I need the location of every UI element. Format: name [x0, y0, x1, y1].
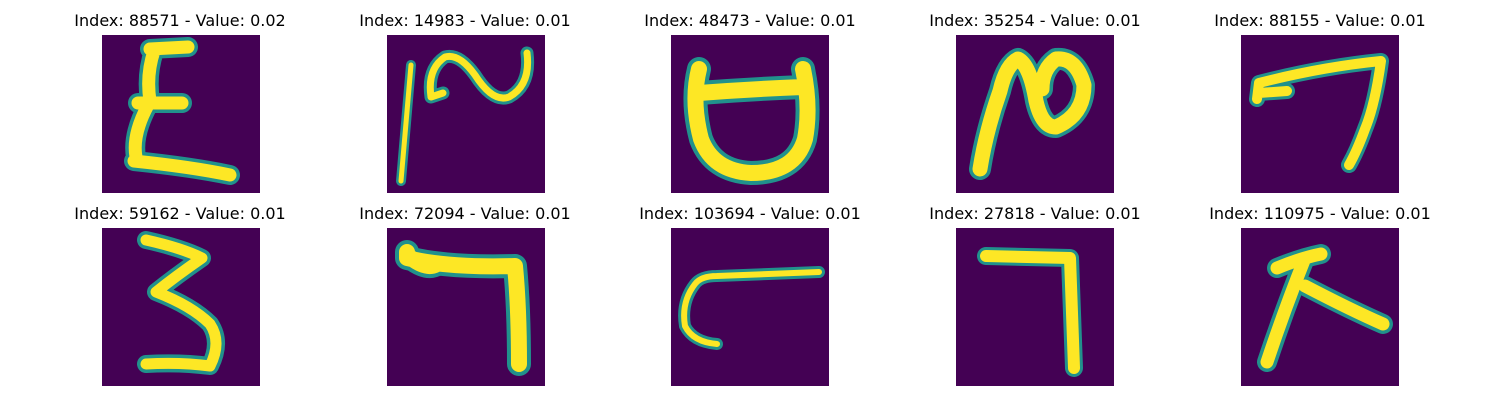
panel-10-image	[1241, 228, 1399, 386]
panel-5-title: Index: 88155 - Value: 0.01	[1214, 11, 1426, 30]
n-loop-character	[969, 47, 1095, 180]
cup-shaped-character	[683, 57, 820, 185]
hook-character	[395, 240, 531, 376]
panel-6-title: Index: 59162 - Value: 0.01	[74, 204, 286, 223]
panel-3-title: Index: 48473 - Value: 0.01	[644, 11, 856, 30]
panel-2-title: Index: 14983 - Value: 0.01	[359, 11, 571, 30]
panel-6-image	[102, 228, 260, 386]
panel-7-title: Index: 72094 - Value: 0.01	[359, 204, 571, 223]
panel-5-image	[1241, 35, 1399, 193]
panel-10-title: Index: 110975 - Value: 0.01	[1209, 204, 1431, 223]
seven-like-character	[1249, 53, 1389, 173]
panel-4-title: Index: 35254 - Value: 0.01	[929, 11, 1141, 30]
panel-8-title: Index: 103694 - Value: 0.01	[639, 204, 861, 223]
seven-like-character	[977, 247, 1083, 377]
k-like-character	[1257, 244, 1393, 372]
panel-1-title: Index: 88571 - Value: 0.02	[74, 11, 286, 30]
epsilon-like-character	[124, 37, 240, 185]
three-like-character	[137, 231, 225, 375]
c-with-line-character	[678, 266, 825, 350]
panel-8-image	[671, 228, 829, 386]
panel-2-image	[387, 35, 545, 193]
panel-4-image	[956, 35, 1114, 193]
panel-1-image	[102, 35, 260, 193]
panel-7-image	[387, 228, 545, 386]
panel-3-image	[671, 35, 829, 193]
panel-9-image	[956, 228, 1114, 386]
panel-9-title: Index: 27818 - Value: 0.01	[929, 204, 1141, 223]
squiggle-character	[396, 46, 535, 186]
